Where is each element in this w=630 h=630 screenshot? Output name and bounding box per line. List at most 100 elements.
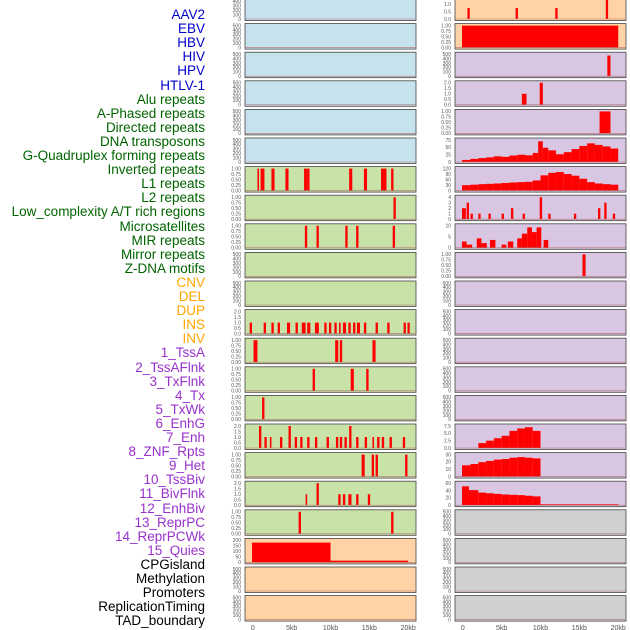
y-tick-label: 4 [448,195,451,201]
y-tick-label: 2.0 [234,481,241,487]
track-label: DUP [176,303,205,319]
y-tick-label: 300 [443,318,452,324]
y-tick-label: 500 [443,281,452,287]
track-label: 8_ZNF_Rpts [128,444,205,460]
y-tick-label: 400 [233,28,242,34]
y-tick-label: 300 [443,347,452,353]
data-bar [391,168,394,191]
data-bar [509,457,518,477]
y-tick-label: 500 [443,309,452,315]
y-tick-label: 500 [233,252,242,258]
data-bar [316,225,319,248]
y-tick-label: 0.75 [441,115,451,121]
panel-background [454,595,627,622]
y-tick-label: 0 [448,74,451,80]
data-bar [342,494,346,506]
y-tick-label: 200 [233,37,242,43]
data-bar [524,457,533,477]
panel-background [454,337,627,365]
data-bar [493,459,502,477]
data-bar [372,340,376,363]
y-tick-label: 0.5 [444,9,451,15]
y-tick-label: 200 [443,580,452,586]
y-tick-label: 300 [443,375,452,381]
data-bar [257,168,259,191]
panel-background [244,223,417,250]
data-bar [543,239,549,248]
track-label: L1 repeats [141,176,205,192]
data-bar [602,184,611,191]
y-tick-label: 1.5 [234,487,241,493]
data-bar [364,437,368,448]
data-bar [286,322,291,334]
panel-background [454,509,627,536]
y-tick-label: 0.0 [444,446,451,452]
y-tick-label: 0.00 [231,188,241,194]
y-tick-label: 0.25 [231,526,241,532]
y-tick-label: 0.0 [444,17,451,23]
y-tick-label: 200 [233,580,242,586]
y-tick-label: 200 [443,294,452,300]
y-tick-label: 300 [233,89,242,95]
y-tick-label: 10 [445,224,451,230]
y-tick-label: 300 [233,147,242,153]
y-tick-label: 0 [238,45,241,51]
y-tick-label: 0 [238,617,241,623]
data-bar [470,158,479,162]
y-tick-label: 400 [233,142,242,148]
y-tick-label: 0.75 [231,344,241,350]
y-tick-label: 500 [443,52,452,58]
y-tick-label: 200 [443,551,452,557]
data-bar [470,184,479,191]
y-tick-label: 20 [445,460,451,466]
y-tick-label: 100 [233,298,242,304]
y-tick-label: 500 [443,538,452,544]
y-tick-label: 0.0 [234,331,241,337]
data-bar [335,340,339,363]
data-bar [324,322,327,334]
panel-background [244,566,417,593]
y-tick-label: 200 [233,122,242,128]
data-bar [288,426,291,448]
y-tick-label: 200 [233,538,242,544]
data-bar [307,168,310,191]
y-tick-label: 100 [233,270,242,276]
track-label: 11_BivFlnk [139,486,205,502]
y-tick-label: 0.50 [231,406,241,412]
y-tick-label: 60 [445,177,451,183]
track-label: DNA transposons [99,133,205,149]
track-label: 7_Enh [165,430,205,445]
data-bar [361,454,365,477]
y-tick-label: 0 [448,503,451,509]
y-tick-label: 0.75 [231,458,241,464]
data-bar [539,197,543,220]
data-bar [342,322,347,334]
y-tick-label: 50 [445,145,451,151]
y-tick-label: 0 [448,389,451,395]
y-tick-label: 30 [445,452,451,458]
data-bar [532,180,541,191]
data-bar [393,197,396,220]
data-bar [392,225,396,248]
data-bar [517,457,525,477]
data-bar [538,141,543,162]
y-tick-label: 400 [233,85,242,91]
data-bar [532,458,541,477]
y-tick-label: 120 [443,166,452,172]
data-bar [294,437,298,448]
track-label: 6_EnhG [155,415,205,431]
data-bar [521,93,527,105]
y-tick-label: 500 [443,338,452,344]
data-bar [305,494,308,506]
track-label: DEL [178,289,205,304]
y-tick-label: 200 [443,523,452,529]
data-bar [314,437,318,448]
data-bar [501,494,510,506]
y-tick-label: 300 [233,61,242,67]
y-tick-label: 2.0 [234,424,241,430]
y-tick-label: 400 [233,571,242,577]
data-bar [501,244,507,248]
y-tick-label: 1.0 [234,320,241,326]
data-bar [478,462,487,477]
data-bar [531,232,537,248]
